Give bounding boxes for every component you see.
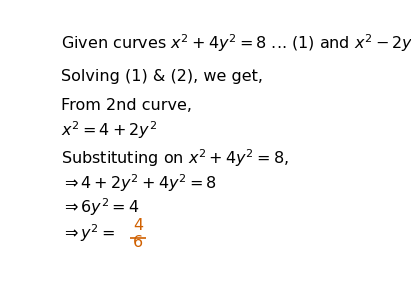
Text: Solving (1) & (2), we get,: Solving (1) & (2), we get, xyxy=(61,69,263,84)
Text: 6: 6 xyxy=(133,235,143,250)
Text: $x^2 = 4 + 2y^2$: $x^2 = 4 + 2y^2$ xyxy=(61,119,157,141)
Text: Substituting on $x^2 + 4y^2 = 8$,: Substituting on $x^2 + 4y^2 = 8$, xyxy=(61,147,289,169)
Text: Given curves $x^2 + 4y^2 = 8$ ... (1) and $x^2 - 2y^2 = 4$ ... (2): Given curves $x^2 + 4y^2 = 8$ ... (1) an… xyxy=(61,32,411,54)
Text: $\Rightarrow 6y^2 = 4$: $\Rightarrow 6y^2 = 4$ xyxy=(61,197,139,218)
Text: 4: 4 xyxy=(133,218,143,233)
Text: $\Rightarrow y^2 = $: $\Rightarrow y^2 = $ xyxy=(61,222,115,244)
Text: $\Rightarrow 4 + 2y^2 + 4y^2 = 8$: $\Rightarrow 4 + 2y^2 + 4y^2 = 8$ xyxy=(61,172,217,194)
Text: From 2nd curve,: From 2nd curve, xyxy=(61,98,192,113)
